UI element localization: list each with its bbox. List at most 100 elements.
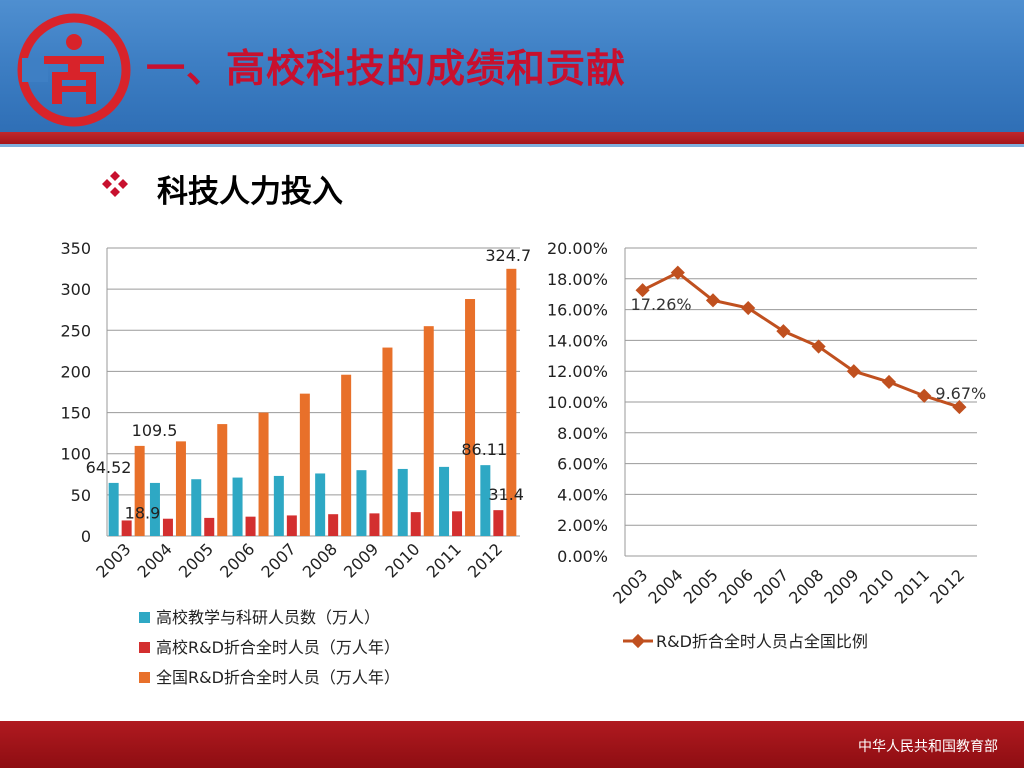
bar-series-2	[162, 518, 173, 536]
rd-personnel-bar-chart: 0 50 100 150 200 250 300 350 2003 2004 2005 2006 200…	[60, 239, 530, 687]
y-tick-label: 20.00%	[547, 239, 608, 258]
x-tick-label: 2003	[609, 565, 651, 607]
x-tick-label: 2012	[464, 539, 506, 581]
x-tick-label: 2010	[381, 539, 423, 581]
x-tick-label: 2006	[715, 565, 757, 607]
x-tick-label: 2004	[134, 539, 176, 581]
bar-series-1	[439, 466, 450, 536]
data-label: 9.67%	[935, 384, 986, 403]
page-title: 一、高校科技的成绩和贡献	[146, 47, 627, 92]
x-tick-label: 2005	[680, 565, 722, 607]
data-label: 324.7	[485, 246, 530, 265]
university-emblem-icon	[17, 13, 131, 127]
diamond-bullet-icon	[102, 171, 128, 197]
line-marker	[846, 364, 861, 379]
bar-series-1	[397, 468, 408, 536]
bar-series-3	[134, 445, 145, 536]
header-band	[0, 0, 1024, 132]
y-tick-label: 350	[60, 239, 91, 258]
x-tick-label: 2009	[820, 565, 862, 607]
y-tick-label: 4.00%	[557, 485, 608, 504]
bar-series-3	[382, 347, 393, 536]
legend-swatch-1	[139, 612, 150, 623]
bar-series-3	[258, 412, 269, 536]
bar-series-1	[356, 470, 367, 536]
line-marker	[952, 400, 967, 415]
x-tick-label: 2006	[216, 539, 258, 581]
bar-series-1	[108, 482, 119, 536]
bar-series-1	[315, 473, 326, 536]
y-tick-label: 0.00%	[557, 547, 608, 566]
legend-label-1: 高校教学与科研人员数（万人）	[156, 608, 380, 627]
bar-series-3	[506, 268, 517, 536]
line-marker	[741, 300, 756, 316]
y-tick-label: 10.00%	[547, 393, 608, 412]
data-label: 64.52	[86, 458, 132, 477]
bar-series-3	[217, 424, 228, 536]
line-marker	[881, 374, 897, 390]
y-tick-label: 100	[60, 445, 91, 464]
bar-series-1	[191, 479, 202, 536]
y-tick-label: 18.00%	[547, 270, 608, 289]
bar-series-3	[299, 393, 310, 536]
data-label: 17.26%	[631, 295, 692, 314]
section-subtitle: 科技人力投入	[157, 174, 343, 210]
header-divider-light	[0, 144, 1024, 147]
y-tick-label: 12.00%	[547, 362, 608, 381]
y-tick-label: 8.00%	[557, 424, 608, 443]
legend-swatch-3	[139, 672, 150, 683]
bar-series-1	[273, 475, 284, 536]
x-tick-label: 2005	[175, 539, 217, 581]
bar-series-2	[369, 513, 380, 536]
x-tick-label: 2003	[92, 539, 134, 581]
y-tick-label: 2.00%	[557, 516, 608, 535]
x-tick-label: 2008	[785, 565, 827, 607]
rd-share-line-chart: 0.00% 2.00% 4.00% 6.00% 8.00% 10.00% 12.00% 14.…	[547, 239, 986, 651]
x-tick-label: 2011	[423, 539, 465, 581]
y-tick-label: 0	[81, 527, 91, 546]
bar-series-1	[480, 465, 491, 536]
x-tick-label: 2010	[856, 565, 898, 607]
y-tick-label: 50	[71, 486, 91, 505]
bar-series-3	[341, 374, 352, 536]
line-marker	[705, 293, 721, 308]
bar-series-2	[245, 516, 256, 536]
bar-series-2	[286, 515, 297, 536]
y-tick-label: 14.00%	[547, 331, 608, 350]
header-divider	[0, 132, 1024, 144]
x-tick-label: 2009	[340, 539, 382, 581]
bar-series-3	[175, 441, 186, 536]
y-tick-label: 150	[60, 404, 91, 423]
bar-series-2	[204, 517, 215, 536]
y-tick-label: 300	[60, 280, 91, 299]
bar-series-3	[465, 299, 476, 536]
footer-band: 中华人民共和国教育部	[0, 721, 1024, 768]
line-marker	[917, 388, 932, 403]
bar-series-2	[328, 514, 339, 536]
legend-label-3: 全国R&D折合全时人员（万人年）	[156, 668, 400, 687]
footer-org: 中华人民共和国教育部	[858, 739, 998, 755]
data-label: 86.11	[461, 440, 507, 459]
legend-label: R&D折合全时人员占全国比例	[656, 632, 868, 651]
legend-label-2: 高校R&D折合全时人员（万人年）	[156, 638, 400, 657]
series-line	[641, 270, 960, 409]
bar-series-2	[121, 520, 132, 536]
data-label: 31.4	[488, 485, 524, 504]
x-tick-label: 2012	[926, 565, 968, 607]
bar-series-1	[149, 482, 160, 536]
legend-marker	[630, 633, 646, 649]
y-tick-label: 250	[60, 321, 91, 340]
bar-series-3	[423, 326, 434, 536]
bar-series-2	[452, 511, 463, 536]
legend-swatch-2	[139, 642, 150, 653]
y-tick-label: 16.00%	[547, 301, 608, 320]
data-label: 109.5	[132, 421, 178, 440]
x-tick-label: 2004	[644, 565, 686, 607]
bar-series-1	[232, 477, 243, 536]
y-tick-label: 200	[60, 362, 91, 381]
x-tick-label: 2007	[750, 565, 792, 607]
y-tick-label: 6.00%	[557, 455, 608, 474]
x-tick-label: 2011	[891, 565, 933, 607]
data-label: 18.9	[125, 503, 161, 522]
x-tick-label: 2008	[299, 539, 341, 581]
